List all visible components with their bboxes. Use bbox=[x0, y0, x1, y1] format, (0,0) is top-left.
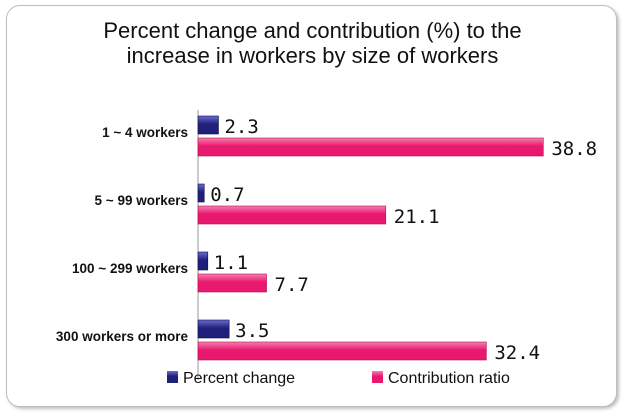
chart-title-line-2: increase in workers by size of workers bbox=[126, 43, 499, 68]
data-label-percent-change: 3.5 bbox=[235, 320, 269, 342]
bar-contribution-ratio bbox=[197, 137, 544, 157]
bar-contribution-ratio bbox=[197, 205, 387, 225]
legend-label-percent-change: Percent change bbox=[183, 370, 295, 387]
data-label-contribution-ratio: 21.1 bbox=[394, 206, 440, 228]
data-label-percent-change: 2.3 bbox=[224, 116, 258, 138]
data-label-percent-change: 0.7 bbox=[210, 184, 244, 206]
bar-percent-change bbox=[197, 183, 205, 203]
legend-swatch-contribution-ratio bbox=[372, 371, 383, 383]
chart-title: Percent change and contribution (%) to t… bbox=[0, 18, 625, 68]
category-label: 300 workers or more bbox=[56, 329, 189, 344]
legend-swatch-percent-change bbox=[167, 371, 178, 383]
bar-contribution-ratio bbox=[197, 341, 487, 361]
chart-title-line-1: Percent change and contribution (%) to t… bbox=[103, 18, 522, 43]
bar-percent-change bbox=[197, 115, 219, 135]
category-label: 1 ~ 4 workers bbox=[102, 125, 188, 140]
category-label: 5 ~ 99 workers bbox=[95, 193, 188, 208]
bar-contribution-ratio bbox=[197, 273, 267, 293]
data-label-contribution-ratio: 38.8 bbox=[551, 138, 597, 160]
data-label-contribution-ratio: 7.7 bbox=[275, 274, 309, 296]
bar-percent-change bbox=[197, 319, 230, 339]
category-label: 100 ~ 299 workers bbox=[72, 261, 188, 276]
data-label-contribution-ratio: 32.4 bbox=[494, 342, 540, 364]
data-label-percent-change: 1.1 bbox=[214, 252, 248, 274]
bar-percent-change bbox=[197, 251, 209, 271]
legend-label-contribution-ratio: Contribution ratio bbox=[388, 370, 510, 387]
